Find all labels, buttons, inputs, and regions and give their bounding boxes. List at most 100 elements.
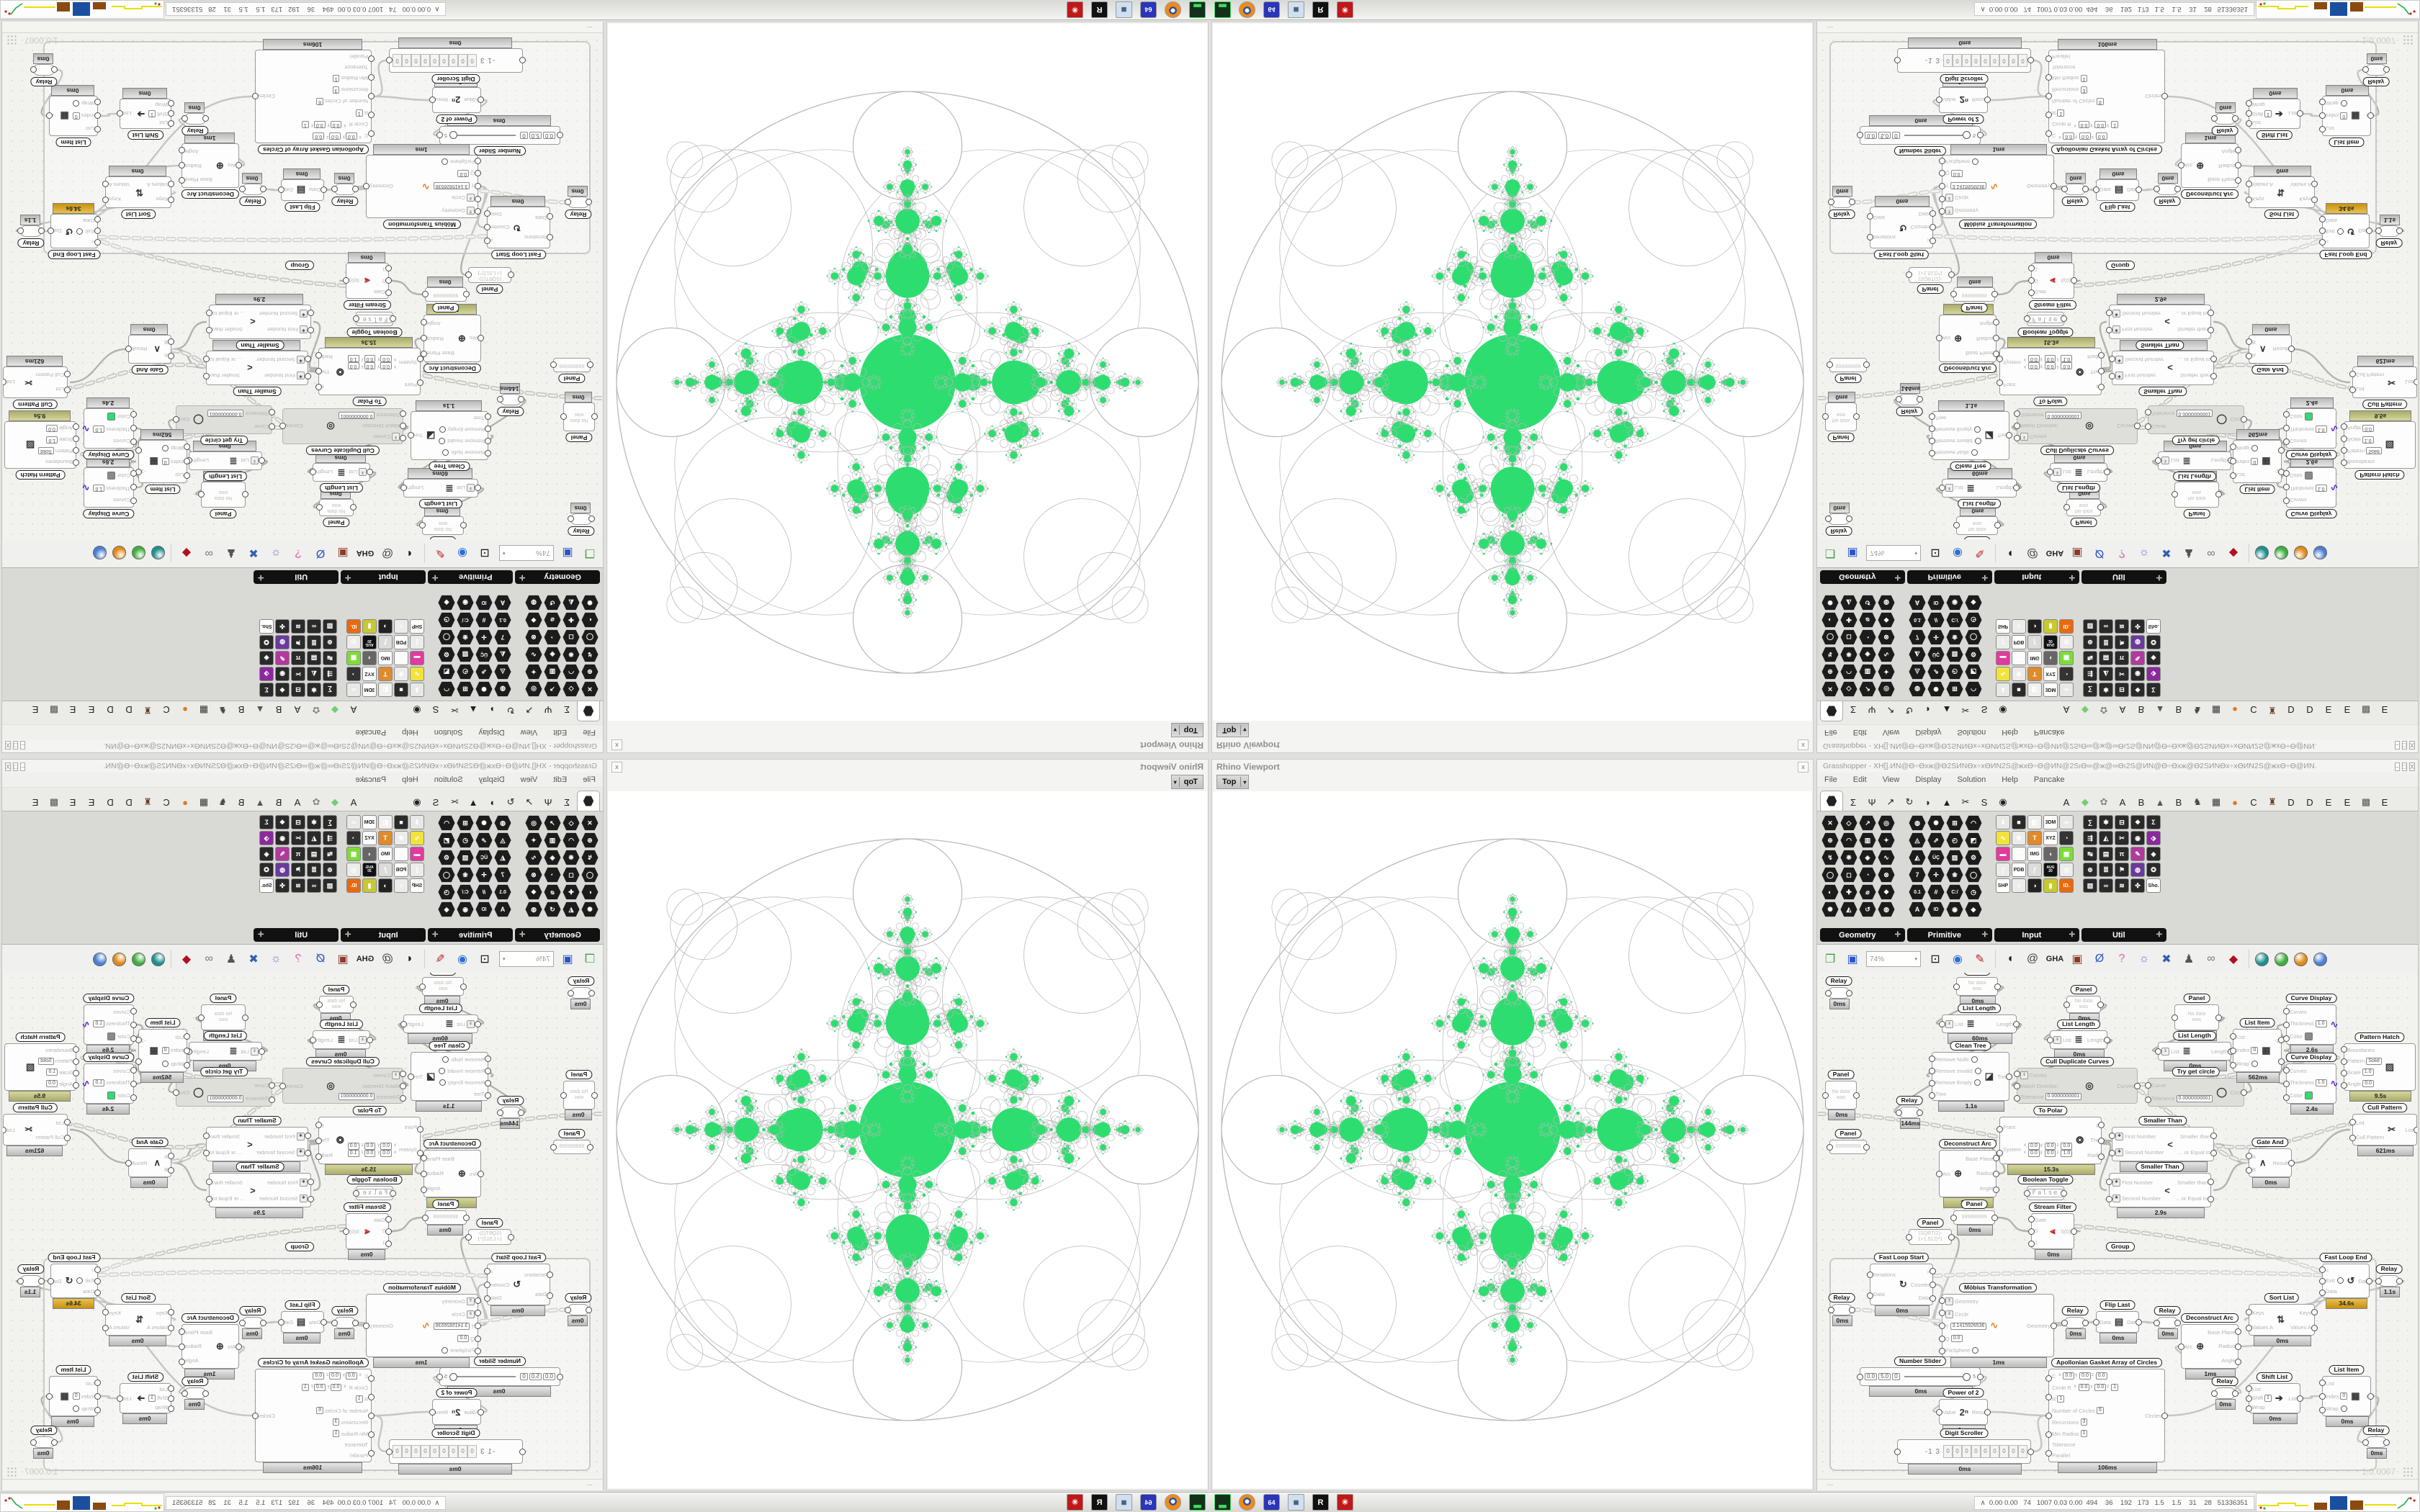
preview-ball-green[interactable] (132, 546, 145, 560)
category-tab-6[interactable]: ▲ (1942, 704, 1952, 716)
component-icon[interactable]: ∞ (307, 619, 321, 634)
category-tab-3[interactable]: ↗ (525, 796, 534, 807)
output-port[interactable] (182, 115, 188, 122)
input-port[interactable] (2014, 1071, 2020, 1078)
gh-node-panel[interactable]: Panel 999999999 0ms (1950, 1200, 1998, 1236)
input-port[interactable] (168, 1325, 174, 1331)
menu-solution[interactable]: Solution (1957, 728, 1986, 737)
component-icon[interactable]: ◖ (2043, 847, 2058, 861)
viewport-canvas[interactable] (1213, 791, 1812, 1488)
menu-help[interactable]: Help (402, 728, 418, 737)
component-icon[interactable]: XYZ (362, 831, 377, 845)
input-port[interactable] (168, 120, 174, 127)
output-port[interactable] (429, 96, 436, 103)
input-port[interactable] (475, 1323, 481, 1329)
output-port[interactable] (421, 319, 427, 325)
input-port[interactable] (485, 1055, 491, 1062)
gh-node-pattern-hatch[interactable]: Pattern Hatch Boundaries Pattern Solid Scale… (4, 410, 79, 480)
palette-group-bar-primitive[interactable]: Primitive ✛ (428, 570, 513, 584)
input-port[interactable] (184, 444, 190, 450)
finder-icon[interactable]: Ø (315, 953, 326, 965)
gh-node-sort-list[interactable]: Sort List Keys Values A ⇅ Keys Values A 0ms (102, 1293, 174, 1346)
input-port[interactable] (368, 130, 375, 137)
gh-node-boolean-toggle[interactable]: Boolean Toggle False (346, 312, 403, 337)
output-port[interactable] (30, 1439, 37, 1446)
output-port[interactable] (203, 1133, 210, 1139)
jump-wires-icon[interactable]: ✖ (2161, 953, 2172, 966)
component-icon[interactable]: A (1909, 901, 1926, 917)
input-port[interactable] (308, 327, 314, 333)
input-port[interactable] (2028, 1240, 2035, 1247)
palette-group-bar-geometry[interactable]: Geometry ✛ (515, 928, 600, 942)
gh-node-relay[interactable]: Relay 0ms (2061, 1306, 2089, 1339)
menu-view[interactable]: View (1882, 728, 1900, 737)
output-port[interactable] (2311, 1325, 2318, 1331)
input-port[interactable] (1929, 1079, 1935, 1086)
input-port[interactable] (2178, 162, 2184, 168)
category-tab-14[interactable]: A (2119, 704, 2126, 716)
help-box-icon[interactable]: ? (295, 953, 302, 965)
input-port[interactable] (368, 1375, 375, 1382)
component-icon[interactable]: ◠ (438, 681, 455, 697)
component-icon[interactable]: ◉ (457, 901, 474, 917)
component-icon[interactable]: ❖ (1878, 612, 1895, 628)
input-port[interactable] (168, 1405, 174, 1412)
output-port[interactable] (2278, 447, 2285, 454)
output-port[interactable] (2174, 186, 2181, 192)
gh-node-relay[interactable]: Relay 0ms (568, 503, 595, 536)
gh-node-shift-list[interactable]: Shift List List Shift 1 Wrap ➔ List 0ms (2246, 1372, 2303, 1424)
category-tab-17[interactable]: B (238, 796, 245, 808)
menu-solution[interactable]: Solution (1957, 775, 1986, 784)
component-icon[interactable]: 7 (1909, 629, 1926, 645)
component-icon[interactable]: SHP (410, 878, 424, 893)
input-port[interactable] (130, 1094, 137, 1101)
input-port[interactable] (1950, 291, 1957, 297)
gh-node-relay[interactable]: Relay 0ms (1825, 503, 1852, 536)
input-port[interactable] (2109, 1133, 2115, 1139)
gh-node-deconstruct-arc[interactable]: Deconstruct Arc Arc ⊕ Base Plane Radius Angle… (2178, 132, 2241, 199)
output-port[interactable] (2071, 277, 2077, 284)
palette-group-bar-util[interactable]: Util ✛ (2081, 928, 2166, 942)
output-port[interactable] (2311, 1309, 2318, 1315)
input-port[interactable] (2230, 444, 2236, 450)
output-port[interactable] (179, 176, 185, 184)
component-icon[interactable]: ✎ (275, 651, 290, 665)
component-icon[interactable]: ✱ (307, 815, 321, 829)
output-port[interactable] (315, 368, 322, 374)
input-port[interactable] (1825, 516, 1832, 522)
output-port[interactable] (1948, 1234, 1955, 1241)
menu-help[interactable]: Help (2002, 728, 2018, 737)
component-icon[interactable]: ✥ (394, 667, 408, 681)
component-icon[interactable]: ⊟ (2115, 683, 2129, 697)
input-port[interactable] (2045, 1450, 2052, 1457)
gh-node-relay[interactable]: Relay 0ms (1828, 1293, 1855, 1326)
category-tab-11[interactable]: A (350, 704, 357, 716)
component-icon[interactable]: ƒ (2027, 863, 2042, 877)
component-icon[interactable]: ∫ (410, 635, 424, 649)
input-port[interactable] (94, 239, 101, 246)
output-port[interactable] (1977, 1374, 1984, 1380)
output-port[interactable] (386, 57, 393, 63)
gh-node-list-length[interactable]: List Length ⇓ List ≣ Length 60ms (1939, 1004, 2020, 1044)
component-icon[interactable]: 3DM (362, 683, 377, 697)
component-icon[interactable]: ID (475, 901, 493, 917)
component-icon[interactable]: ✂ (291, 667, 305, 681)
input-port[interactable] (2246, 1309, 2252, 1315)
input-port[interactable] (1936, 1171, 1942, 1177)
input-port[interactable] (2061, 1320, 2068, 1326)
output-port[interactable] (2366, 228, 2372, 234)
output-port[interactable] (2235, 162, 2241, 168)
output-port[interactable] (1977, 132, 1984, 138)
gem-icon[interactable]: ◆ (2228, 546, 2238, 559)
zoom-level-input[interactable]: 74% ▾ (499, 545, 554, 561)
component-icon[interactable]: ◎ (2059, 635, 2074, 649)
category-tab-21[interactable]: C (163, 704, 170, 716)
input-port[interactable] (1827, 1144, 1833, 1151)
component-icon[interactable]: ◭ (307, 831, 321, 845)
component-icon[interactable]: ◔ (2059, 831, 2074, 845)
component-icon[interactable]: 0.1 (494, 612, 511, 628)
